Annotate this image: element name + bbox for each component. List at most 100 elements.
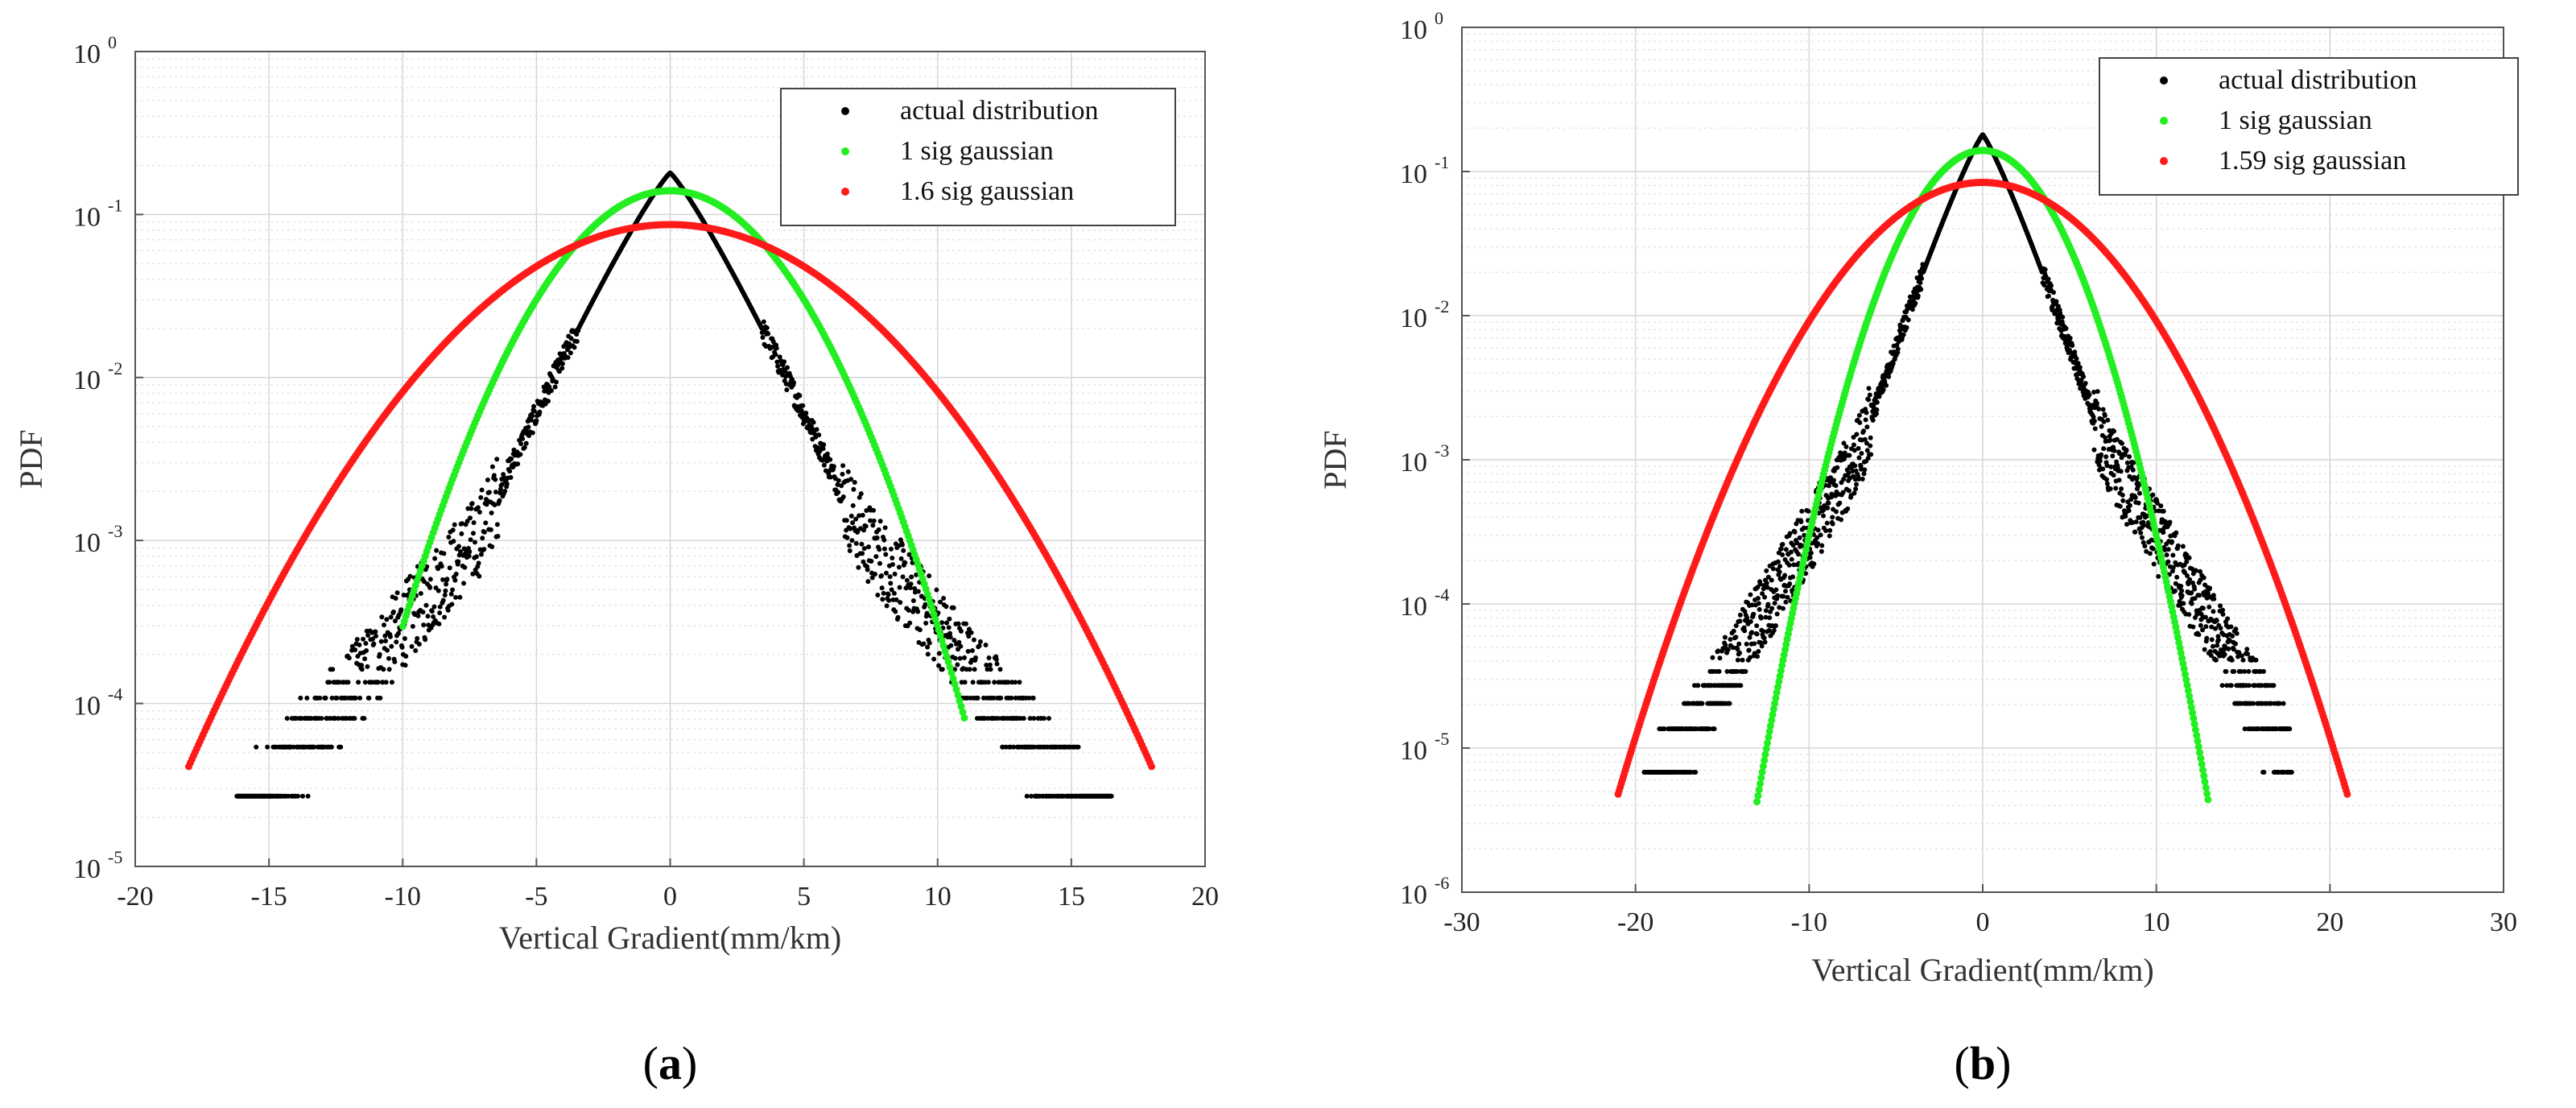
data-point xyxy=(1733,622,1739,628)
data-point xyxy=(966,626,972,632)
data-point xyxy=(470,531,476,536)
data-point xyxy=(963,621,968,626)
data-point xyxy=(2118,469,2124,474)
data-point xyxy=(1904,325,1909,330)
data-point xyxy=(1785,594,1790,600)
data-point xyxy=(456,544,462,549)
data-point xyxy=(1830,515,1835,520)
data-point xyxy=(863,523,869,529)
data-point xyxy=(1754,792,1762,800)
data-point xyxy=(299,793,305,799)
data-point xyxy=(265,744,270,750)
data-point xyxy=(1737,618,1743,624)
data-point xyxy=(2150,546,2156,552)
data-point xyxy=(1754,623,1760,629)
data-point xyxy=(1789,556,1794,562)
data-point xyxy=(1775,677,1783,685)
data-point xyxy=(2081,374,2087,379)
data-point xyxy=(395,630,401,636)
data-point xyxy=(421,622,427,628)
data-point xyxy=(1837,500,1843,506)
data-point xyxy=(2234,630,2240,636)
data-point xyxy=(1772,601,1777,606)
data-point xyxy=(2186,612,2192,618)
data-point xyxy=(2103,454,2109,460)
data-point xyxy=(399,644,405,650)
data-point xyxy=(357,695,363,701)
data-point xyxy=(2242,726,2248,732)
data-point xyxy=(2189,590,2194,596)
data-point xyxy=(444,577,450,582)
data-point xyxy=(967,667,972,672)
data-point xyxy=(1866,397,1872,403)
data-point xyxy=(947,635,953,640)
data-point xyxy=(480,535,485,541)
data-point xyxy=(1760,628,1765,634)
data-point xyxy=(961,655,967,660)
data-point xyxy=(901,548,906,553)
data-point xyxy=(1782,573,1788,578)
data-point xyxy=(1030,695,1036,701)
data-point xyxy=(382,639,388,644)
data-point xyxy=(2235,654,2241,659)
data-point xyxy=(992,680,997,685)
data-point xyxy=(1707,726,1712,732)
data-point xyxy=(484,502,489,507)
data-point xyxy=(944,658,952,666)
data-point xyxy=(1783,599,1789,605)
legend-marker xyxy=(841,107,849,115)
data-point xyxy=(877,560,882,566)
data-point xyxy=(878,573,884,579)
data-point xyxy=(890,555,895,560)
data-point xyxy=(409,643,415,649)
data-point xyxy=(370,636,376,642)
data-point xyxy=(1108,793,1114,799)
data-point xyxy=(1799,508,1805,514)
data-point xyxy=(2124,447,2129,453)
x-tick-label: -20 xyxy=(117,882,153,912)
data-point xyxy=(1764,739,1772,747)
data-point xyxy=(477,510,482,515)
series-1-sig-gaussian xyxy=(398,187,968,722)
data-point xyxy=(907,620,913,626)
data-point xyxy=(2161,508,2166,514)
data-point xyxy=(960,714,968,722)
data-point xyxy=(2244,647,2250,652)
data-point xyxy=(2124,522,2130,527)
data-point xyxy=(497,490,503,496)
data-point xyxy=(1787,531,1793,536)
data-point xyxy=(2196,632,2202,638)
data-point xyxy=(2271,683,2277,688)
data-point xyxy=(440,597,446,603)
data-point xyxy=(2105,417,2111,423)
data-point xyxy=(305,793,311,799)
data-point xyxy=(987,662,993,668)
data-point xyxy=(424,564,430,569)
data-point xyxy=(2087,392,2092,398)
data-point xyxy=(295,793,301,799)
data-point xyxy=(972,655,978,660)
data-point xyxy=(1827,533,1832,539)
data-point xyxy=(975,695,980,701)
data-point xyxy=(912,585,918,591)
data-point xyxy=(2204,635,2210,641)
data-point xyxy=(871,518,877,523)
data-point xyxy=(383,680,389,685)
data-point xyxy=(1798,519,1804,524)
data-point xyxy=(507,469,513,474)
data-point xyxy=(985,680,991,685)
data-point xyxy=(2211,593,2216,598)
data-point xyxy=(1770,566,1776,572)
data-point xyxy=(860,551,865,556)
data-point xyxy=(957,655,963,661)
data-point xyxy=(1748,618,1753,624)
data-point xyxy=(504,481,510,486)
data-point xyxy=(452,522,457,527)
data-point xyxy=(1868,435,1873,440)
data-point xyxy=(2172,588,2178,593)
data-point xyxy=(923,602,928,607)
data-point xyxy=(877,547,882,552)
data-point xyxy=(1727,701,1732,706)
data-point xyxy=(896,564,902,570)
data-point xyxy=(481,547,487,552)
